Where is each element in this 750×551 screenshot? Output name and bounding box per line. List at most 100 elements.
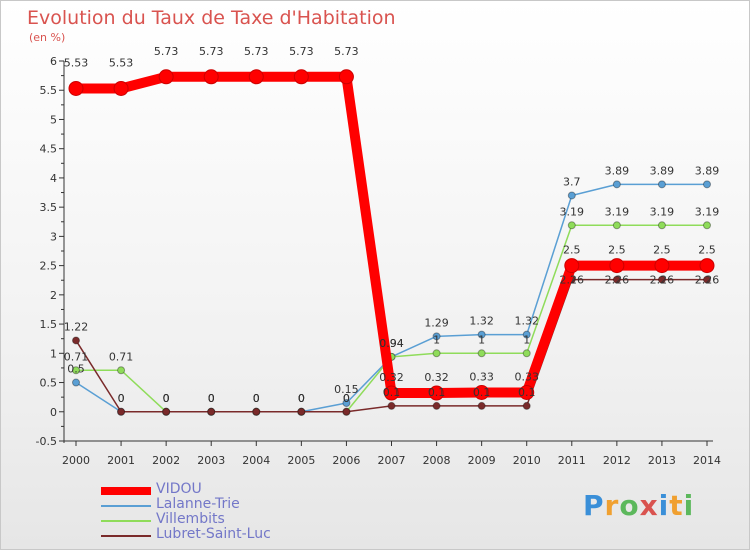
data-point: [338, 69, 354, 85]
x-tick-label: 2011: [558, 454, 586, 467]
data-label: 0.32: [379, 371, 404, 384]
y-tick-label: 2: [50, 289, 57, 302]
data-label: 3.89: [605, 164, 630, 177]
x-tick-label: 2013: [648, 454, 676, 467]
y-tick-label: 3: [50, 230, 57, 243]
data-point: [113, 80, 129, 96]
data-label: 1.29: [424, 316, 449, 329]
legend-swatch-villembits: [101, 520, 151, 522]
y-tick-label: 0: [50, 406, 57, 419]
data-label: 1: [478, 333, 485, 346]
data-point: [567, 191, 576, 200]
data-point: [248, 69, 264, 85]
y-tick-label: 4: [50, 172, 57, 185]
data-label: 0: [298, 392, 305, 405]
data-label: 3.89: [695, 164, 720, 177]
legend-swatch-vidou: [101, 487, 151, 495]
data-label: 0: [208, 392, 215, 405]
x-tick-label: 2010: [513, 454, 541, 467]
data-point: [657, 221, 666, 230]
data-label: 2.5: [608, 244, 626, 257]
data-point: [522, 401, 531, 410]
data-label: 5.73: [334, 45, 359, 58]
legend-label-villembits: Villembits: [156, 511, 225, 527]
legend-swatch-lalanne-trie: [101, 505, 151, 507]
data-label: 0: [253, 392, 260, 405]
x-tick-label: 2007: [378, 454, 406, 467]
data-point: [72, 366, 80, 375]
y-tick-label: 3.5: [40, 201, 58, 214]
data-label: 0.5: [67, 363, 85, 376]
data-label: 2.5: [563, 244, 581, 257]
data-point: [519, 384, 535, 400]
data-point: [564, 258, 580, 274]
data-point: [474, 384, 490, 400]
data-label: 0: [343, 392, 350, 405]
data-label: 0: [208, 392, 215, 405]
data-point: [567, 221, 576, 230]
data-point: [117, 407, 126, 416]
data-label: 5.53: [64, 56, 89, 69]
data-label: 0.33: [514, 370, 539, 383]
data-label: 0.1: [518, 386, 536, 399]
data-point: [703, 275, 711, 284]
y-tick-label: 0.5: [40, 377, 58, 390]
x-tick-label: 2009: [468, 454, 496, 467]
data-label: 1.32: [469, 315, 494, 328]
chart-title: Evolution du Taux de Taxe d'Habitation: [27, 7, 396, 29]
data-point: [612, 221, 621, 230]
data-label: 1: [523, 333, 530, 346]
data-point: [432, 332, 441, 341]
y-tick-label: 5: [50, 113, 57, 126]
x-tick-label: 2004: [242, 454, 270, 467]
data-label: 3.19: [650, 205, 675, 218]
data-point: [477, 401, 486, 410]
data-point: [703, 180, 711, 189]
data-label: 0: [253, 392, 260, 405]
data-label: 5.73: [244, 45, 269, 58]
data-point: [207, 407, 216, 416]
data-point: [609, 258, 625, 274]
x-tick-label: 2001: [107, 454, 135, 467]
data-label: 0.1: [383, 386, 401, 399]
x-tick-label: 2008: [423, 454, 451, 467]
data-label: 5.73: [154, 45, 179, 58]
y-tick-label: 1.5: [40, 318, 58, 331]
logo-letter: i: [683, 489, 695, 522]
data-label: 2.5: [653, 244, 671, 257]
data-label: 0: [343, 392, 350, 405]
y-tick-label: 6: [50, 55, 57, 68]
x-tick-label: 2002: [152, 454, 180, 467]
data-point: [703, 221, 711, 230]
legend-label-lubret-saint-luc: Lubret-Saint-Luc: [156, 526, 271, 542]
data-point: [72, 336, 80, 345]
data-label: 2.26: [650, 274, 675, 287]
data-label: 0.32: [424, 371, 449, 384]
data-label: 0: [163, 392, 170, 405]
data-label: 2.26: [605, 274, 630, 287]
data-point: [699, 258, 715, 274]
chart-subtitle: (en %): [29, 31, 66, 44]
data-point: [657, 275, 666, 284]
logo-letter: t: [669, 489, 684, 522]
y-tick-label: 4.5: [40, 143, 58, 156]
x-tick-label: 2014: [693, 454, 721, 467]
legend-label-vidou: VIDOU: [156, 481, 202, 497]
x-tick-label: 2005: [287, 454, 315, 467]
data-label: 0.33: [469, 370, 494, 383]
data-point: [342, 407, 351, 416]
data-label: 0.1: [428, 386, 446, 399]
data-point: [429, 385, 445, 401]
data-label: 0.71: [109, 350, 134, 363]
data-point: [477, 330, 486, 339]
logo-letter: P: [583, 489, 605, 522]
data-label: 0: [298, 392, 305, 405]
y-tick-label: 2.5: [40, 260, 58, 273]
data-point: [252, 407, 261, 416]
data-label: 0.71: [64, 350, 89, 363]
logo-letter: i: [658, 489, 670, 522]
data-label: 1: [433, 333, 440, 346]
data-label: 3.19: [605, 205, 630, 218]
data-label: 3.89: [650, 164, 675, 177]
